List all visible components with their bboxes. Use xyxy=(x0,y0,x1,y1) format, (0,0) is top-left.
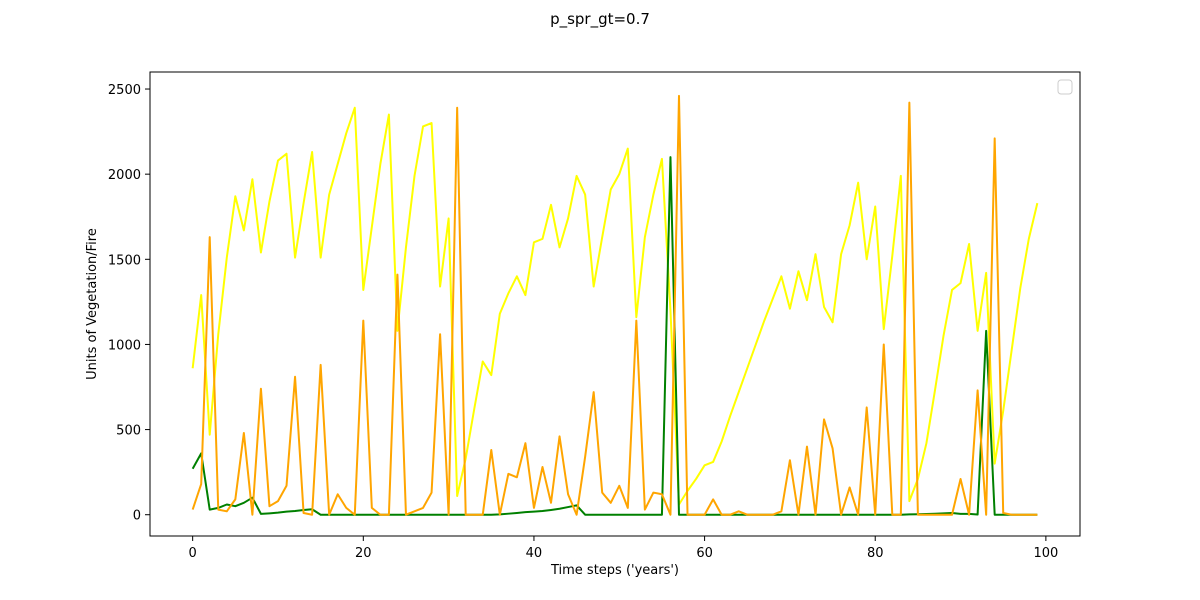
legend-box xyxy=(1057,79,1073,95)
y-tick-label: 1500 xyxy=(108,253,141,268)
series-line-0 xyxy=(191,106,1039,506)
x-tick-label: 0 xyxy=(189,546,197,561)
y-tick-label: 500 xyxy=(116,424,141,439)
x-tick-label: 80 xyxy=(867,546,884,561)
x-tick-label: 100 xyxy=(1033,546,1058,561)
y-axis: 0 500 1000 1500 2000 2500 xyxy=(108,83,150,524)
chart-title: p_spr_gt=0.7 xyxy=(550,10,650,29)
series-line-2 xyxy=(191,94,1038,516)
y-tick-label: 1000 xyxy=(108,338,141,353)
y-axis-label: Units of Vegetation/Fire xyxy=(85,228,100,380)
x-tick-label: 20 xyxy=(355,546,372,561)
series-layer xyxy=(191,94,1039,516)
x-axis-label: Time steps ('years') xyxy=(550,563,679,578)
y-tick-label: 2500 xyxy=(108,83,141,98)
y-tick-label: 0 xyxy=(133,509,141,524)
plot-frame xyxy=(149,71,1081,537)
y-tick-label: 2000 xyxy=(108,168,141,183)
x-tick-label: 60 xyxy=(696,546,713,561)
x-tick-label: 40 xyxy=(526,546,543,561)
x-axis: 0 20 40 60 80 100 xyxy=(189,536,1058,561)
